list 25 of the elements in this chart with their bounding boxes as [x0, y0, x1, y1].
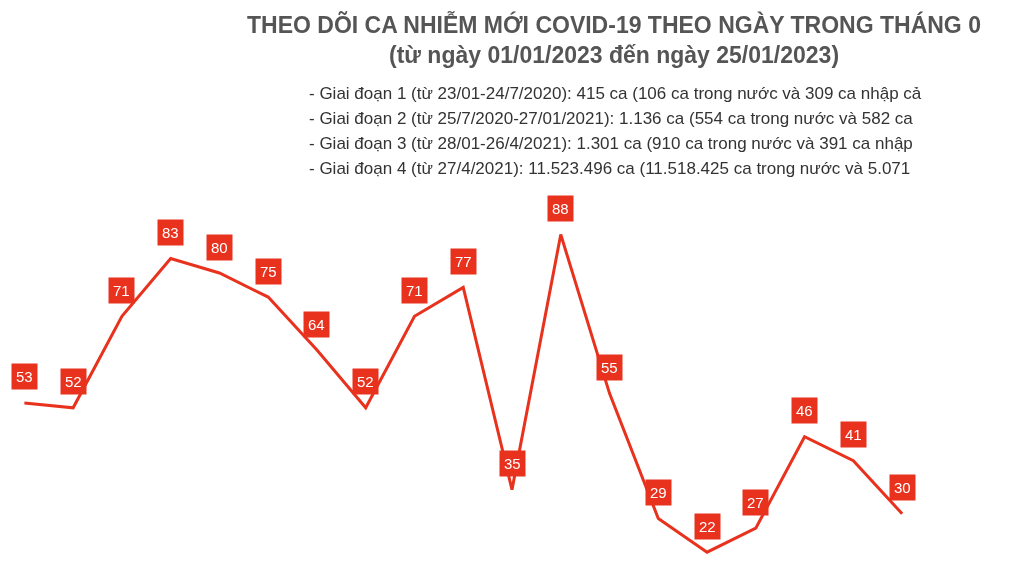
text: - Giai đoạn 1 (từ 23/01-24/7/2020): 415 ca (106 ca trong nước và 309 ca nhập cả — [309, 84, 922, 103]
data-label: 53 — [16, 368, 33, 385]
data-label: 75 — [260, 263, 277, 280]
data-label: 46 — [796, 402, 813, 419]
chart-title: THEO DÕI CA NHIỄM MỚI COVID-19 THEO NGÀY TRONG THÁNG 0 — [247, 10, 981, 38]
text: - Giai đoạn 3 (từ 28/01-26/4/2021): 1.301 ca (910 ca trong nước và 391 ca nhập — [309, 134, 913, 153]
data-label: 71 — [113, 282, 130, 299]
data-label: 77 — [455, 253, 472, 270]
data-label: 83 — [162, 224, 179, 241]
data-label: 64 — [308, 316, 325, 333]
data-label: 30 — [894, 479, 911, 496]
data-label: 22 — [699, 518, 716, 535]
data-label: 80 — [211, 239, 228, 256]
data-label: 27 — [747, 494, 764, 511]
data-label: 29 — [650, 484, 667, 501]
data-label: 71 — [406, 282, 423, 299]
chart-subtitle: (từ ngày 01/01/2023 đến ngày 25/01/2023) — [389, 42, 840, 68]
data-label: 55 — [601, 359, 618, 376]
text: - Giai đoạn 4 (từ 27/4/2021): 11.523.496 ca (11.518.425 ca trong nước và 5.071 — [309, 159, 911, 178]
data-label: 52 — [357, 373, 374, 390]
data-label: 41 — [845, 426, 862, 443]
data-label: 35 — [504, 455, 521, 472]
data-label: 88 — [552, 200, 569, 217]
text: - Giai đoạn 2 (từ 25/7/2020-27/01/2021): 1.136 ca (554 ca trong nước và 582 ca — [309, 109, 914, 128]
data-label: 52 — [65, 373, 82, 390]
